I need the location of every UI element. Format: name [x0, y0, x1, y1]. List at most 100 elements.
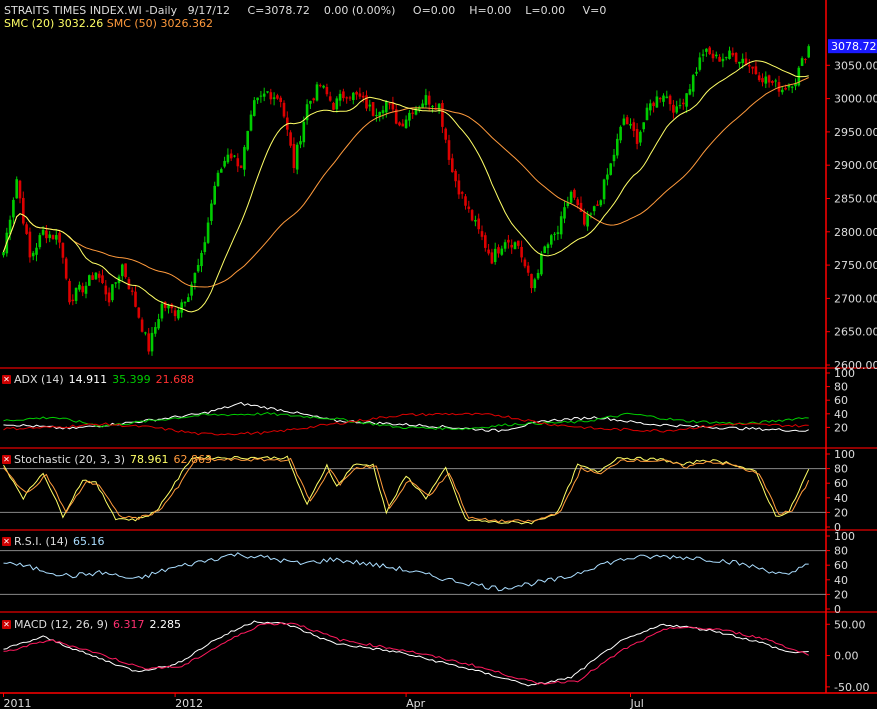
candle-body [365, 95, 368, 109]
candle-body [728, 50, 731, 59]
candle-body [523, 259, 527, 267]
candle-body [233, 155, 236, 157]
price-axis-tick-label: 2700.00 [834, 292, 877, 305]
candle-body [543, 246, 546, 254]
candle-body [94, 272, 98, 280]
candle-body [599, 200, 603, 206]
candle-body [315, 84, 319, 101]
adx-value: 14.911 [68, 373, 108, 386]
close-value: C=3078.72 [247, 4, 310, 17]
close-rsi-icon[interactable]: ✕ [2, 537, 11, 546]
candle-body [55, 235, 58, 240]
candle-body [658, 97, 662, 100]
candle-body [177, 310, 180, 319]
candle-body [771, 80, 774, 83]
candle-body [243, 147, 246, 170]
candle-body [457, 180, 461, 195]
candle-body [272, 97, 276, 99]
candle-body [497, 247, 500, 254]
low-value: L=0.00 [525, 4, 566, 17]
candle-body [751, 66, 754, 69]
sma20-label: SMC (20) [4, 17, 55, 30]
candle-body [804, 59, 807, 61]
candle-body [748, 65, 751, 67]
candle-body [309, 100, 312, 104]
adx-panel-label: ✕ ADX (14) 14.911 35.399 21.688 [2, 373, 194, 386]
candle-body [540, 253, 543, 275]
candle-body [444, 128, 447, 140]
candle-body [625, 117, 629, 125]
candle-body [583, 212, 586, 225]
rsi-axis-tick-label: 0 [834, 603, 841, 616]
candle-body [741, 58, 744, 64]
price-axis-tick-label: 2650.00 [834, 326, 877, 339]
change-value: 0.00 (0.00%) [323, 4, 396, 17]
close-macd-icon[interactable]: ✕ [2, 620, 11, 629]
candle-body [550, 235, 553, 245]
candle-body [64, 258, 68, 279]
macd-axis-tick-label: -50.00 [834, 681, 869, 694]
price-axis-tick-label: 2950.00 [834, 126, 877, 139]
candle-body [246, 130, 249, 150]
candle-body [427, 95, 431, 105]
candle-body [533, 279, 537, 289]
candle-body [338, 93, 342, 101]
candle-body [718, 56, 721, 62]
candle-body [629, 123, 632, 126]
price-axis-tick-label: 2750.00 [834, 259, 877, 272]
price-header: STRAITS TIMES INDEX.WI -Daily 9/17/12 C=… [4, 4, 606, 17]
high-value: H=0.00 [469, 4, 512, 17]
candle-body [484, 235, 487, 248]
candle-body [345, 97, 348, 99]
candle-body [200, 252, 203, 267]
adx-axis-tick-label: 80 [834, 381, 848, 394]
candle-body [622, 118, 626, 125]
candle-body [754, 66, 758, 74]
candle-body [711, 53, 715, 59]
candle-body [503, 242, 507, 249]
candle-body [507, 239, 510, 243]
candle-body [335, 98, 339, 110]
candle-body [619, 126, 622, 141]
macd-axis-tick-label: 50.00 [834, 618, 866, 631]
candle-body [279, 97, 282, 103]
candle-body [774, 80, 777, 82]
candle-body [639, 131, 642, 143]
close-adx-icon[interactable]: ✕ [2, 375, 11, 384]
candle-body [342, 91, 345, 99]
candle-body [493, 248, 497, 263]
candle-body [229, 153, 233, 159]
candle-body [28, 231, 32, 258]
stoch-k-value: 78.961 [130, 453, 169, 466]
open-value: O=0.00 [412, 4, 456, 17]
price-axis-tick-label: 3000.00 [834, 93, 877, 106]
candle-body [513, 242, 517, 250]
candle-body [48, 234, 51, 239]
candle-body [269, 92, 273, 100]
candle-body [266, 91, 269, 93]
candle-body [203, 242, 207, 252]
candle-body [761, 78, 764, 83]
candle-body [569, 191, 573, 203]
candle-body [559, 216, 563, 235]
candle-body [328, 96, 332, 101]
candle-body [701, 54, 705, 56]
candle-body [196, 265, 200, 272]
close-stoch-icon[interactable]: ✕ [2, 455, 11, 464]
candle-body [668, 95, 672, 105]
signal-value: 2.285 [149, 618, 182, 631]
candle-body [691, 75, 695, 92]
candle-body [414, 107, 418, 115]
candle-body [602, 179, 606, 200]
candle-body [361, 95, 365, 98]
candle-body [632, 122, 636, 131]
adx-axis-tick-label: 100 [834, 367, 855, 380]
candle-body [431, 105, 434, 107]
candle-body [253, 100, 256, 116]
stochastic-axis-tick-label: 80 [834, 463, 848, 476]
minus-di-line [3, 412, 809, 436]
candle-body [437, 103, 441, 111]
candle-body [721, 58, 725, 62]
candle-body [22, 197, 25, 224]
